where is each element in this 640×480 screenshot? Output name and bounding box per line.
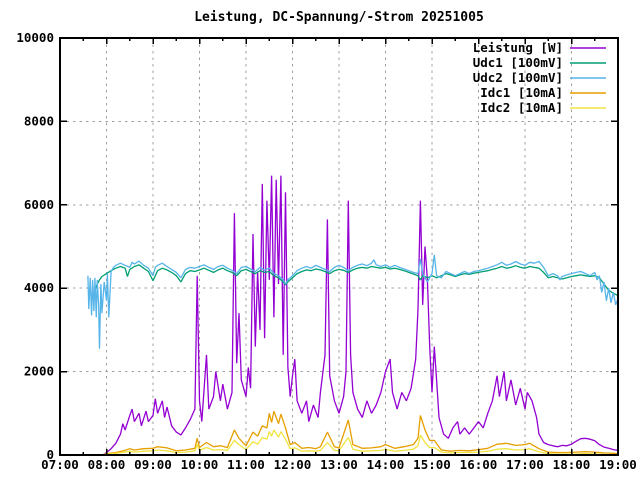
tick-labels: 07:00 08:00 09:00 10:00 11:00 12:00 13:00 14:00… <box>16 30 636 472</box>
y-tick-label: 10000 <box>16 30 54 45</box>
x-tick-label: 14:00 <box>367 457 405 472</box>
y-tick-label: 8000 <box>24 113 54 128</box>
series-line-idc1 <box>102 410 619 456</box>
x-tick-label: 10:00 <box>181 457 219 472</box>
x-tick-label: 13:00 <box>320 457 358 472</box>
x-tick-label: 08:00 <box>88 457 126 472</box>
y-tick-label: 4000 <box>24 280 54 295</box>
legend-entry: Idc1 [10mA] <box>480 85 606 100</box>
series-line-leistung <box>101 175 619 456</box>
x-tick-label: 19:00 <box>599 457 637 472</box>
legend-entry: Idc2 [10mA] <box>480 100 606 115</box>
x-tick-label: 11:00 <box>227 457 265 472</box>
legend-entry: Leistung [W] <box>473 40 606 55</box>
legend-entry: Udc2 [100mV] <box>473 70 606 85</box>
legend-label: Leistung [W] <box>473 40 563 55</box>
x-tick-label: 07:00 <box>41 457 79 472</box>
x-tick-label: 12:00 <box>274 457 312 472</box>
series-line-udc2 <box>87 254 619 349</box>
x-tick-label: 15:00 <box>413 457 451 472</box>
y-tick-label: 2000 <box>24 364 54 379</box>
x-tick-label: 17:00 <box>506 457 544 472</box>
series-line-idc2 <box>102 429 618 456</box>
grid-lines <box>60 38 618 455</box>
legend-entry: Udc1 [100mV] <box>473 55 606 70</box>
data-series <box>87 175 619 456</box>
chart-title: Leistung, DC-Spannung/-Strom 20251005 <box>194 10 484 25</box>
axes-and-ticks <box>59 37 619 456</box>
x-tick-label: 18:00 <box>553 457 591 472</box>
legend: Leistung [W]Udc1 [100mV]Udc2 [100mV]Idc1… <box>473 40 606 115</box>
legend-label: Idc2 [10mA] <box>480 100 563 115</box>
legend-label: Udc1 [100mV] <box>473 55 563 70</box>
legend-label: Idc1 [10mA] <box>480 85 563 100</box>
y-tick-label: 0 <box>46 447 54 462</box>
x-tick-label: 16:00 <box>460 457 498 472</box>
y-tick-label: 6000 <box>24 197 54 212</box>
legend-label: Udc2 [100mV] <box>473 70 563 85</box>
series-line-udc1 <box>94 264 619 297</box>
x-tick-label: 09:00 <box>134 457 172 472</box>
